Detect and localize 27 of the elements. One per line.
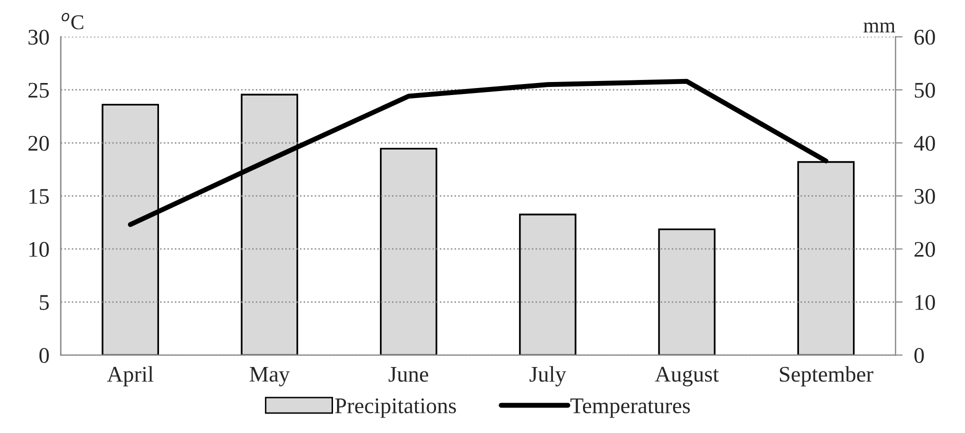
y2-tick-label: 20 [914,242,935,257]
legend-label: Temperatures [570,398,690,418]
y-tick-label: 5 [40,295,49,310]
y-tick-label: 0 [39,348,49,363]
legend-label: Precipitations [335,398,456,418]
bar [658,228,716,356]
x-tick-label: July [530,366,566,386]
x-tick-label: May [250,366,290,386]
y2-tick-label: 10 [916,294,935,310]
y2-axis-title: mm [864,22,896,32]
x-tick-label: September [780,366,874,386]
y-tick-label: 20 [28,136,49,151]
x-tick-label: April [107,366,154,386]
x-tick-label: June [388,367,428,382]
bar [519,214,576,356]
y2-tick-label: 40 [914,136,935,151]
y-axis-title: $^{o}$C [62,12,84,30]
x-tick-label: August [654,366,719,386]
y2-tick-label: 0 [914,348,924,363]
y2-tick-label: 30 [914,188,935,204]
y2-tick-label: 60 [914,30,935,45]
y-tick-label: 25 [28,82,49,98]
bar [380,148,438,356]
y2-tick-label: 50 [914,82,935,98]
y-tick-label: 30 [28,30,49,45]
y-tick-label: 10 [29,242,49,257]
y-tick-label: 15 [29,188,49,204]
